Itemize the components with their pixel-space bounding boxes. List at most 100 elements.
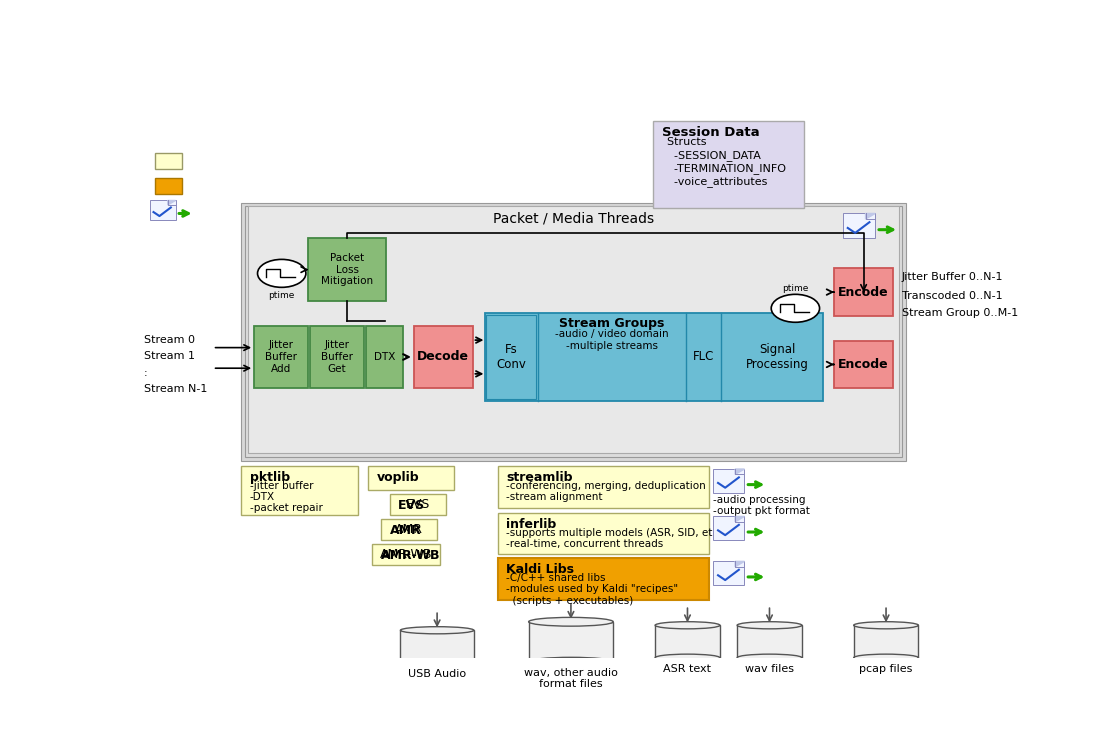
Text: Packet / Media Threads: Packet / Media Threads bbox=[494, 212, 654, 226]
FancyBboxPatch shape bbox=[713, 562, 744, 585]
Ellipse shape bbox=[737, 654, 802, 661]
FancyBboxPatch shape bbox=[254, 326, 307, 388]
FancyBboxPatch shape bbox=[372, 545, 440, 565]
Ellipse shape bbox=[853, 621, 918, 629]
Text: Decode: Decode bbox=[417, 350, 469, 364]
FancyBboxPatch shape bbox=[155, 177, 183, 194]
Polygon shape bbox=[866, 214, 876, 219]
Circle shape bbox=[771, 294, 820, 322]
FancyBboxPatch shape bbox=[381, 520, 437, 540]
Text: Transcoded 0..N-1: Transcoded 0..N-1 bbox=[901, 291, 1003, 301]
Text: ptime: ptime bbox=[268, 291, 295, 300]
Text: Stream 1: Stream 1 bbox=[144, 351, 195, 361]
Ellipse shape bbox=[655, 621, 720, 629]
FancyBboxPatch shape bbox=[834, 341, 893, 388]
Text: Jitter
Buffer
Get: Jitter Buffer Get bbox=[321, 341, 353, 374]
Text: -supports multiple models (ASR, SID, etc): -supports multiple models (ASR, SID, etc… bbox=[506, 528, 722, 538]
Text: -C/C++ shared libs: -C/C++ shared libs bbox=[506, 573, 606, 583]
Ellipse shape bbox=[737, 621, 802, 629]
Text: -audio processing: -audio processing bbox=[713, 495, 805, 505]
FancyBboxPatch shape bbox=[390, 494, 446, 516]
FancyBboxPatch shape bbox=[310, 326, 363, 388]
Text: -modules used by Kaldi "recipes": -modules used by Kaldi "recipes" bbox=[506, 585, 678, 594]
Ellipse shape bbox=[400, 659, 473, 667]
Text: Encode: Encode bbox=[839, 358, 889, 371]
Text: (scripts + executables): (scripts + executables) bbox=[506, 596, 634, 606]
Ellipse shape bbox=[400, 627, 473, 634]
Text: Fs
Conv: Fs Conv bbox=[497, 343, 526, 371]
Text: EVS: EVS bbox=[399, 500, 426, 512]
Polygon shape bbox=[735, 517, 744, 522]
Text: pcap files: pcap files bbox=[859, 664, 912, 674]
Bar bbox=[529, 621, 613, 661]
FancyBboxPatch shape bbox=[485, 313, 823, 401]
Circle shape bbox=[257, 259, 306, 287]
Text: Stream 0: Stream 0 bbox=[144, 335, 195, 345]
Text: -TERMINATION_INFO: -TERMINATION_INFO bbox=[659, 163, 785, 174]
Text: EVS: EVS bbox=[405, 499, 430, 511]
Text: wav files: wav files bbox=[745, 664, 794, 674]
Text: Stream N-1: Stream N-1 bbox=[144, 384, 207, 394]
Text: Encode: Encode bbox=[839, 285, 889, 299]
Text: ASR text: ASR text bbox=[664, 664, 712, 674]
Text: -DTX: -DTX bbox=[250, 492, 275, 502]
Text: Packet
Loss
Mitigation: Packet Loss Mitigation bbox=[321, 253, 373, 286]
Text: Stream Group 0..M-1: Stream Group 0..M-1 bbox=[901, 308, 1018, 319]
Text: AMR-WB: AMR-WB bbox=[380, 548, 432, 562]
Text: Signal
Processing: Signal Processing bbox=[746, 343, 809, 371]
Text: wav, other audio
format files: wav, other audio format files bbox=[524, 668, 618, 689]
Ellipse shape bbox=[655, 654, 720, 661]
Text: USB Audio: USB Audio bbox=[408, 669, 466, 678]
Polygon shape bbox=[735, 469, 744, 474]
Text: ptime: ptime bbox=[782, 284, 809, 293]
Text: -real-time, concurrent threads: -real-time, concurrent threads bbox=[506, 539, 664, 549]
Text: -stream alignment: -stream alignment bbox=[506, 492, 603, 502]
Text: AMR: AMR bbox=[395, 523, 423, 537]
FancyBboxPatch shape bbox=[487, 315, 537, 399]
FancyBboxPatch shape bbox=[498, 466, 709, 508]
FancyBboxPatch shape bbox=[241, 466, 358, 516]
FancyBboxPatch shape bbox=[653, 121, 804, 208]
FancyBboxPatch shape bbox=[309, 239, 387, 301]
Bar bbox=[853, 625, 918, 658]
Text: -packet repair: -packet repair bbox=[250, 503, 323, 514]
Polygon shape bbox=[735, 562, 744, 567]
FancyBboxPatch shape bbox=[498, 558, 709, 600]
Ellipse shape bbox=[529, 657, 613, 666]
FancyBboxPatch shape bbox=[834, 268, 893, 316]
Text: voplib: voplib bbox=[377, 471, 419, 483]
FancyBboxPatch shape bbox=[367, 326, 403, 388]
Bar bbox=[737, 625, 802, 658]
FancyBboxPatch shape bbox=[149, 200, 176, 220]
FancyBboxPatch shape bbox=[368, 466, 455, 491]
FancyBboxPatch shape bbox=[245, 206, 902, 457]
Text: :: : bbox=[144, 368, 147, 378]
FancyBboxPatch shape bbox=[713, 517, 744, 540]
FancyBboxPatch shape bbox=[713, 469, 744, 493]
FancyBboxPatch shape bbox=[155, 152, 183, 168]
Text: -output pkt format: -output pkt format bbox=[713, 506, 810, 517]
Text: -jitter buffer: -jitter buffer bbox=[250, 480, 313, 491]
Ellipse shape bbox=[853, 654, 918, 661]
Text: Stream Groups: Stream Groups bbox=[559, 317, 665, 330]
FancyBboxPatch shape bbox=[498, 513, 709, 554]
Text: -audio / video domain
-multiple streams: -audio / video domain -multiple streams bbox=[555, 330, 668, 351]
FancyBboxPatch shape bbox=[139, 89, 1003, 658]
Text: -conferencing, merging, deduplication: -conferencing, merging, deduplication bbox=[506, 480, 706, 491]
FancyBboxPatch shape bbox=[241, 203, 906, 460]
Text: streamlib: streamlib bbox=[506, 471, 573, 483]
Text: FLC: FLC bbox=[693, 350, 714, 364]
Text: Session Data: Session Data bbox=[662, 126, 760, 139]
Bar bbox=[400, 630, 473, 663]
Text: AMR: AMR bbox=[390, 525, 421, 537]
Text: Kaldi Libs: Kaldi Libs bbox=[506, 563, 574, 576]
Text: -SESSION_DATA: -SESSION_DATA bbox=[659, 150, 761, 161]
Text: Structs: Structs bbox=[659, 137, 706, 147]
Text: DTX: DTX bbox=[374, 352, 395, 362]
Text: inferlib: inferlib bbox=[506, 518, 556, 531]
Text: pktlib: pktlib bbox=[250, 471, 290, 483]
Polygon shape bbox=[168, 200, 176, 205]
Ellipse shape bbox=[529, 617, 613, 626]
FancyBboxPatch shape bbox=[843, 214, 876, 239]
Text: Jitter Buffer 0..N-1: Jitter Buffer 0..N-1 bbox=[901, 273, 1003, 282]
